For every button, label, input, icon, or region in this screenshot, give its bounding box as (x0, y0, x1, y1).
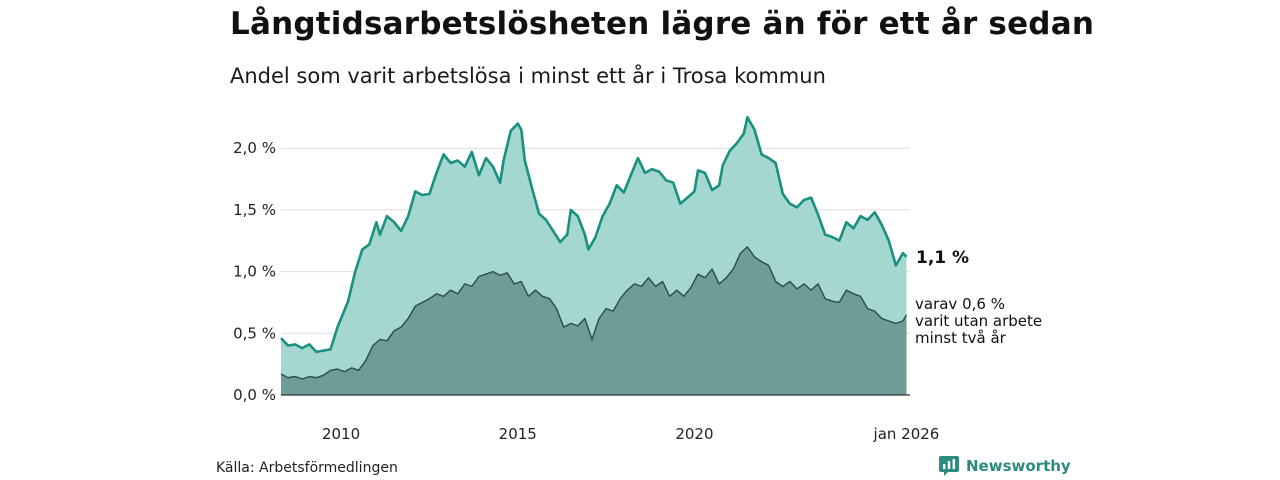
chart-title: Långtidsarbetslösheten lägre än för ett … (230, 6, 1095, 42)
newsworthy-logo-icon (939, 456, 959, 476)
x-tick-label: 2020 (675, 425, 713, 443)
axes: 0,0 % 0,5 % 1,0 % 1,5 % 2,0 % 2010 2015 2020 jan… (233, 139, 939, 443)
x-tick-label: jan 2026 (873, 425, 940, 443)
series-line-2 (280, 246, 908, 380)
series-2-end-label-line: varit utan arbete (915, 312, 1042, 330)
y-tick-label: 0,0 % (233, 386, 276, 404)
brand-name: Newsworthy (966, 457, 1071, 475)
y-tick-label: 2,0 % (233, 139, 276, 157)
plot-areas (280, 116, 908, 396)
brand-logo[interactable]: Newsworthy (939, 456, 1071, 476)
series-1-end-label: 1,1 % (916, 248, 969, 268)
source-note: Källa: Arbetsförmedlingen (216, 460, 398, 476)
y-tick-label: 0,5 % (233, 324, 276, 342)
x-tick-label: 2010 (322, 425, 360, 443)
y-tick-label: 1,5 % (233, 201, 276, 219)
series-area-2 (281, 246, 907, 395)
series-2-end-label-line: minst två år (915, 329, 1007, 347)
chart-subtitle: Andel som varit arbetslösa i minst ett å… (230, 64, 826, 88)
x-tick-label: 2015 (499, 425, 537, 443)
y-tick-label: 1,0 % (233, 263, 276, 281)
series-line-1 (280, 116, 908, 354)
series-2-end-label-line: varav 0,6 % (915, 295, 1005, 313)
